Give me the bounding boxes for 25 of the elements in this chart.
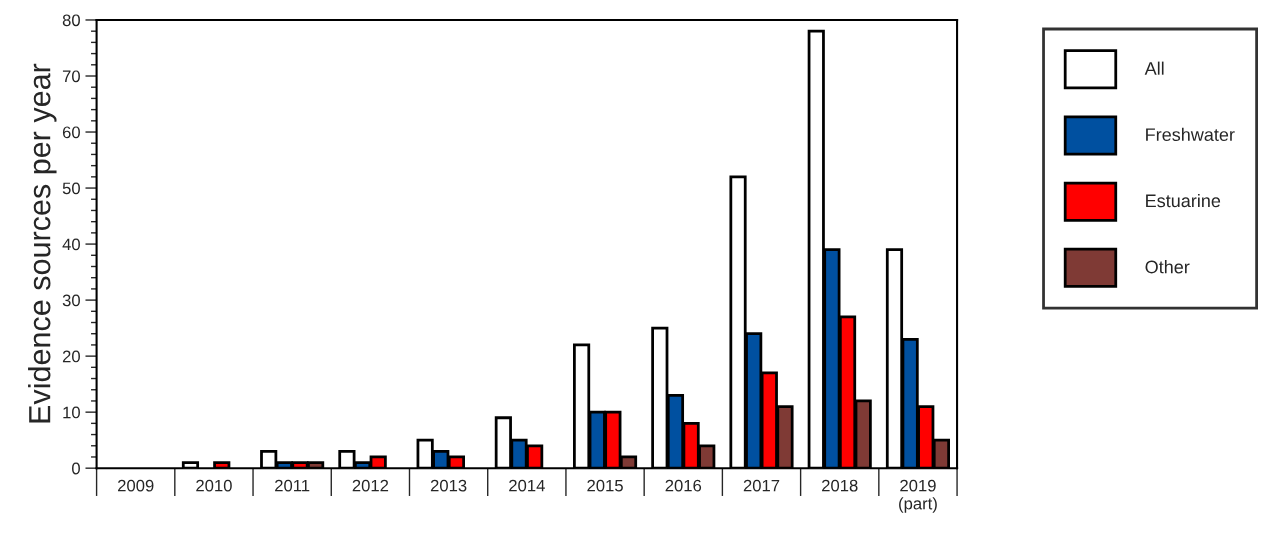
y-tick-label: 60 [62, 126, 80, 139]
y-tick-label: 10 [63, 406, 80, 419]
x-tick-label: 2018 [822, 479, 858, 492]
x-tick-label: 2013 [430, 479, 467, 492]
x-tick-label: 2012 [352, 479, 389, 492]
x-tick-label: 2009 [118, 479, 154, 492]
x-tick-label: 2015 [587, 479, 623, 492]
y-tick-label: 70 [62, 70, 80, 83]
legend-label: Estuarine [1146, 193, 1221, 208]
x-tick-label: 2014 [509, 479, 545, 492]
y-tick-label: 20 [62, 350, 80, 363]
y-tick-label: 50 [62, 182, 80, 195]
x-tick-label: 2011 [275, 479, 310, 492]
y-tick-label: 40 [62, 238, 80, 251]
legend-label: All [1144, 61, 1164, 75]
x-tick-label: 2017 [743, 479, 780, 492]
y-tick-label: 0 [72, 462, 80, 475]
x-tick-label: 2016 [665, 479, 702, 492]
y-axis-title: Evidence sources per year [28, 63, 57, 423]
x-tick-label: 2019 (part) [899, 479, 937, 513]
legend-label: Freshwater [1146, 127, 1235, 142]
y-tick-label: 30 [62, 294, 80, 307]
legend-label: Other [1145, 260, 1190, 274]
x-tick-label: 2010 [196, 479, 232, 492]
y-tick-label: 80 [62, 14, 80, 27]
